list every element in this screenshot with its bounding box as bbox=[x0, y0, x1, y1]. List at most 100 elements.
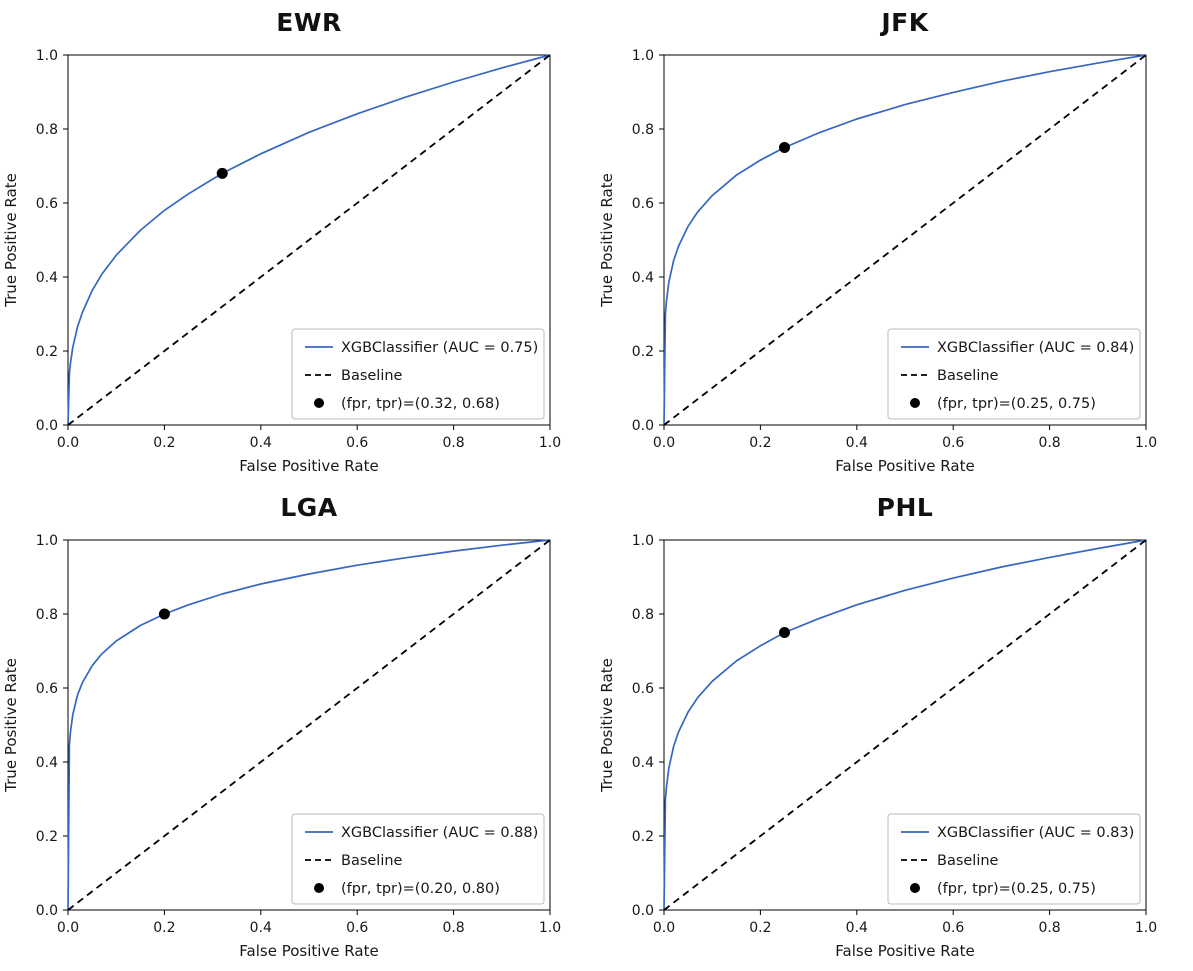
legend-box bbox=[887, 328, 1141, 420]
legend-box bbox=[887, 813, 1141, 905]
y-tick-label: 0.6 bbox=[632, 196, 654, 212]
axes-frame bbox=[67, 539, 551, 911]
y-tick-label: 0.8 bbox=[632, 607, 654, 623]
legend-marker-sample bbox=[910, 398, 920, 408]
y-axis-label: True Positive Rate bbox=[2, 658, 20, 793]
y-tick-label: 0.0 bbox=[36, 903, 58, 919]
y-tick-label: 0.8 bbox=[36, 122, 58, 138]
y-axis-label: True Positive Rate bbox=[598, 173, 616, 308]
x-tick-label: 0.4 bbox=[846, 920, 868, 936]
roc-chart-ewr: EWR 0.0 0.2 0.4 0.6 0.8 1.0 0.0 0.2 0.4 0.6 0.8 1.0… bbox=[0, 0, 596, 485]
y-tick-label: 0.6 bbox=[36, 681, 58, 697]
y-tick-label: 0.2 bbox=[632, 829, 654, 845]
x-axis-label: False Positive Rate bbox=[239, 942, 378, 960]
y-axis-label: True Positive Rate bbox=[2, 173, 20, 308]
x-axis-label: False Positive Rate bbox=[835, 942, 974, 960]
y-tick-label: 1.0 bbox=[36, 48, 58, 64]
x-tick-label: 1.0 bbox=[539, 920, 561, 936]
legend-marker-sample bbox=[314, 398, 324, 408]
baseline-line bbox=[663, 539, 1147, 911]
x-tick-label: 1.0 bbox=[539, 435, 561, 451]
x-tick-label: 0.0 bbox=[57, 920, 79, 936]
legend-entry-label: XGBClassifier (AUC = 0.75) bbox=[341, 340, 538, 356]
roc-plot-svg-phl: 0.0 0.2 0.4 0.6 0.8 1.0 0.0 0.2 0.4 0.6 0.8 1.0 Fals… bbox=[598, 533, 1157, 960]
chart-title-ewr: EWR bbox=[276, 8, 342, 37]
chart-title-jfk: JFK bbox=[881, 8, 929, 37]
y-tick-label: 0.4 bbox=[36, 755, 58, 771]
baseline-line bbox=[67, 539, 551, 911]
y-tick-label: 0.8 bbox=[632, 122, 654, 138]
x-tick-label: 0.0 bbox=[653, 435, 675, 451]
y-tick-label: 0.0 bbox=[632, 418, 654, 434]
threshold-marker bbox=[158, 608, 170, 620]
y-tick-label: 0.4 bbox=[632, 270, 654, 286]
roc-chart-lga: LGA 0.0 0.2 0.4 0.6 0.8 1.0 0.0 0.2 0.4 0.6 0.8 1.0… bbox=[0, 485, 596, 971]
y-tick-label: 0.2 bbox=[632, 344, 654, 360]
legend-entry-label: XGBClassifier (AUC = 0.88) bbox=[341, 825, 538, 841]
roc-plot-svg-lga: 0.0 0.2 0.4 0.6 0.8 1.0 0.0 0.2 0.4 0.6 0.8 1.0 Fals… bbox=[2, 533, 561, 960]
y-tick-label: 0.8 bbox=[36, 607, 58, 623]
y-tick-label: 1.0 bbox=[632, 533, 654, 549]
legend-entry-label: Baseline bbox=[937, 368, 999, 384]
legend-entry-label: Baseline bbox=[341, 368, 403, 384]
y-tick-label: 0.2 bbox=[36, 344, 58, 360]
x-tick-label: 0.8 bbox=[442, 435, 464, 451]
y-tick-label: 0.2 bbox=[36, 829, 58, 845]
chart-title-lga: LGA bbox=[280, 493, 338, 522]
roc-curve bbox=[67, 539, 551, 911]
legend-entry-label: XGBClassifier (AUC = 0.83) bbox=[937, 825, 1134, 841]
legend-box bbox=[291, 328, 545, 420]
x-axis-label: False Positive Rate bbox=[239, 457, 378, 475]
x-tick-label: 1.0 bbox=[1135, 920, 1157, 936]
roc-chart-phl: PHL 0.0 0.2 0.4 0.6 0.8 1.0 0.0 0.2 0.4 0.6 0.8 1.0… bbox=[596, 485, 1193, 971]
chart-title-phl: PHL bbox=[876, 493, 934, 522]
x-tick-label: 0.4 bbox=[250, 920, 272, 936]
x-axis-label: False Positive Rate bbox=[835, 457, 974, 475]
x-tick-label: 0.6 bbox=[346, 920, 368, 936]
roc-curve bbox=[663, 539, 1147, 911]
x-tick-label: 0.6 bbox=[346, 435, 368, 451]
x-tick-label: 0.6 bbox=[942, 920, 964, 936]
axes-frame bbox=[67, 54, 551, 426]
legend-entry-label: XGBClassifier (AUC = 0.84) bbox=[937, 340, 1134, 356]
roc-plot-svg-jfk: 0.0 0.2 0.4 0.6 0.8 1.0 0.0 0.2 0.4 0.6 0.8 1.0 Fals… bbox=[598, 48, 1157, 475]
legend-box bbox=[291, 813, 545, 905]
y-tick-label: 0.4 bbox=[36, 270, 58, 286]
roc-curve bbox=[67, 54, 551, 426]
y-tick-label: 0.6 bbox=[36, 196, 58, 212]
y-axis-label: True Positive Rate bbox=[598, 658, 616, 793]
legend-entry-label: (fpr, tpr)=(0.32, 0.68) bbox=[341, 396, 500, 412]
legend-entry-label: (fpr, tpr)=(0.25, 0.75) bbox=[937, 396, 1096, 412]
y-tick-label: 0.6 bbox=[632, 681, 654, 697]
y-tick-label: 0.0 bbox=[36, 418, 58, 434]
legend-entry-label: Baseline bbox=[341, 853, 403, 869]
threshold-marker bbox=[216, 167, 228, 179]
y-tick-label: 1.0 bbox=[632, 48, 654, 64]
threshold-marker bbox=[779, 142, 790, 153]
roc-chart-jfk: JFK 0.0 0.2 0.4 0.6 0.8 1.0 0.0 0.2 0.4 0.6 0.8 1.0… bbox=[596, 0, 1193, 485]
x-tick-label: 0.4 bbox=[846, 435, 868, 451]
x-tick-label: 0.8 bbox=[442, 920, 464, 936]
x-tick-label: 0.2 bbox=[749, 920, 771, 936]
legend-entry-label: (fpr, tpr)=(0.25, 0.75) bbox=[937, 881, 1096, 897]
axes-frame bbox=[663, 54, 1147, 426]
legend-entry-label: (fpr, tpr)=(0.20, 0.80) bbox=[341, 881, 500, 897]
legend-entry-label: Baseline bbox=[937, 853, 999, 869]
x-tick-label: 0.6 bbox=[942, 435, 964, 451]
x-tick-label: 0.8 bbox=[1038, 920, 1060, 936]
x-tick-label: 0.8 bbox=[1038, 435, 1060, 451]
roc-curve bbox=[663, 54, 1147, 426]
x-tick-label: 0.0 bbox=[653, 920, 675, 936]
legend-marker-sample bbox=[314, 883, 324, 893]
legend-marker-sample bbox=[910, 883, 920, 893]
y-tick-label: 0.4 bbox=[632, 755, 654, 771]
baseline-line bbox=[663, 54, 1147, 426]
x-tick-label: 0.0 bbox=[57, 435, 79, 451]
baseline-line bbox=[67, 54, 551, 426]
x-tick-label: 0.4 bbox=[250, 435, 272, 451]
threshold-marker bbox=[779, 627, 790, 638]
y-tick-label: 1.0 bbox=[36, 533, 58, 549]
axes-frame bbox=[663, 539, 1147, 911]
y-tick-label: 0.0 bbox=[632, 903, 654, 919]
